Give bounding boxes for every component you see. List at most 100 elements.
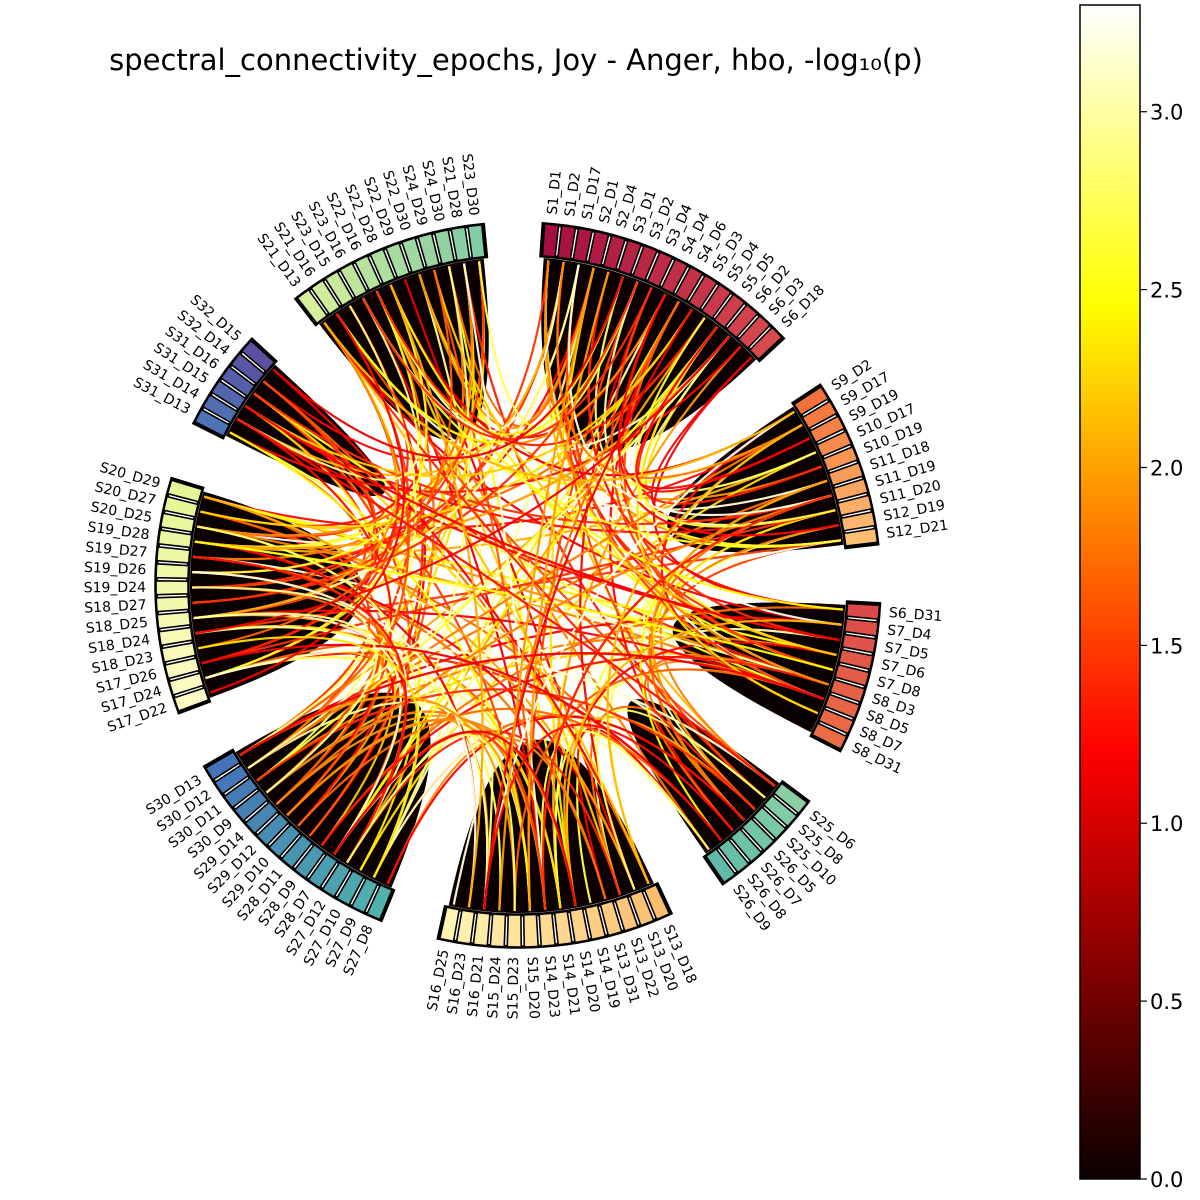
connection-line (201, 509, 836, 665)
node-markers: S1_D1S1_D2S1_D17S2_D1S2_D4S3_D1S3_D2S3_D… (84, 153, 950, 1020)
colorbar-tick-label: 2.0 (1150, 456, 1183, 480)
connection-line (247, 335, 730, 769)
node-wedge (572, 227, 594, 263)
connection-line (541, 494, 832, 910)
node-wedge (438, 906, 461, 943)
colorbar-tick-label: 3.0 (1150, 101, 1183, 125)
connection-line (606, 423, 803, 885)
node-wedge (748, 326, 784, 361)
connection-line (565, 619, 842, 907)
connection-line (462, 263, 547, 910)
node-wedge (541, 223, 560, 258)
node-wedge (400, 236, 426, 274)
connection-line (567, 264, 832, 517)
connection-line (556, 262, 803, 480)
connection-line (193, 322, 398, 620)
node-wedge (472, 911, 491, 947)
node-wedge (717, 838, 750, 874)
node-wedge (631, 244, 659, 282)
connection-line (275, 494, 832, 805)
connection-line (643, 654, 829, 832)
node-label: S14_D23 (541, 955, 562, 1018)
connection-line (433, 269, 837, 657)
connection-line (201, 643, 722, 841)
chord-diagram: S1_D1S1_D2S1_D17S2_D1S2_D4S3_D1S3_D2S3_D… (84, 153, 950, 1020)
connection-line (229, 431, 532, 911)
node-wedge (229, 352, 266, 385)
node-wedge (762, 794, 798, 828)
connection-line (527, 271, 610, 911)
node-wedge (617, 239, 643, 276)
connection-line (346, 734, 516, 911)
node-wedge (321, 861, 352, 898)
connection-line (372, 267, 595, 878)
node-wedge (506, 914, 523, 948)
node-wedge (433, 228, 456, 265)
node-wedge (450, 226, 471, 262)
node-wedge (569, 907, 590, 944)
node-wedge (156, 611, 192, 630)
node-wedge (837, 648, 874, 671)
node-wedge (223, 776, 259, 809)
node-wedge (233, 789, 269, 822)
connection-line (192, 281, 639, 604)
connection-line (239, 695, 516, 911)
node-wedge (811, 722, 848, 751)
node-wedge (700, 283, 733, 320)
connection-line (618, 293, 839, 537)
connection-line (209, 313, 406, 694)
node-wedge (267, 823, 302, 859)
node-wedge (772, 782, 809, 815)
node-wedge (538, 912, 557, 948)
connection-line (192, 586, 369, 757)
connection-line (193, 555, 408, 864)
colorbar-bar (1079, 4, 1141, 1180)
connection-line (362, 287, 653, 441)
connection-line (195, 625, 489, 910)
node-wedge (602, 234, 627, 271)
node-wedge (833, 663, 871, 687)
connection-line (229, 345, 742, 494)
node-wedge (827, 461, 865, 487)
connection-line (192, 586, 384, 816)
node-wedge (643, 883, 671, 921)
connection-line (389, 284, 484, 908)
connection-line (194, 335, 730, 550)
node-wedge (821, 445, 859, 472)
connection-line (197, 635, 420, 878)
node-wedge (280, 833, 314, 870)
node-label: S1_D1 (545, 170, 565, 216)
connection-line (272, 368, 650, 885)
node-wedge (556, 224, 577, 261)
connection-line (335, 313, 776, 787)
connection-line (563, 716, 756, 907)
node-wedge (829, 678, 866, 704)
node-label: S18_D27 (84, 597, 147, 616)
connection-line (272, 276, 625, 460)
node-wedge (843, 618, 879, 637)
node-label: S19_D24 (84, 580, 147, 596)
connection-line (375, 290, 706, 446)
node-wedge (369, 248, 397, 285)
node-wedge (309, 279, 342, 316)
node-wedge (219, 365, 256, 398)
node-label: S15_D20 (524, 956, 542, 1019)
connection-line (418, 273, 823, 501)
connection-line (203, 495, 837, 657)
node-wedge (164, 657, 201, 680)
node-wedge (166, 479, 204, 503)
node-wedge (162, 495, 199, 518)
node-wedge (158, 626, 194, 647)
colorbar: 0.0 0.5 1.0 1.5 2.0 2.5 3.0 (1079, 4, 1183, 1192)
node-label: S15_D24 (485, 956, 505, 1019)
colorbar-tick-label: 1.0 (1150, 812, 1183, 836)
connection-line (195, 335, 730, 635)
connection-line (333, 730, 577, 907)
node-wedge (155, 595, 190, 613)
node-wedge (737, 314, 772, 350)
connection-line (239, 652, 824, 757)
node-label: S7_D4 (886, 622, 932, 643)
colorbar-ticks: 0.0 0.5 1.0 1.5 2.0 2.5 3.0 (1140, 101, 1183, 1192)
connection-line (634, 317, 836, 528)
